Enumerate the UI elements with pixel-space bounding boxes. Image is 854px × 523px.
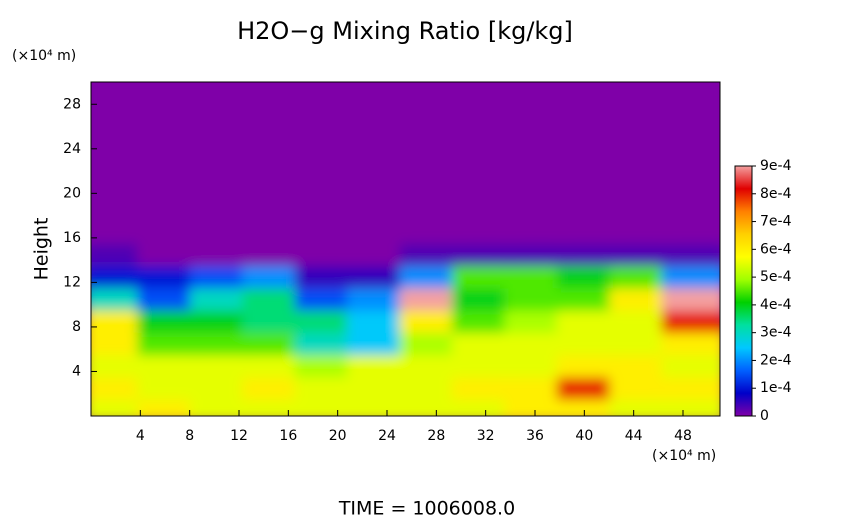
x-tick-label: 28 [427, 428, 445, 444]
y-tick-label: 12 [63, 274, 81, 290]
y-tick-label: 8 [72, 319, 81, 335]
colorbar-tick-label: 1e-4 [760, 380, 792, 396]
colorbar-tick-label: 4e-4 [760, 297, 792, 313]
x-tick-label: 12 [230, 428, 248, 444]
y-tick-label: 20 [63, 185, 81, 201]
colorbar-tick-label: 6e-4 [760, 241, 792, 257]
colorbar-tick-label: 0 [760, 408, 769, 424]
colorbar-tick-label: 7e-4 [760, 214, 792, 230]
field [91, 82, 720, 416]
x-tick-label: 4 [136, 428, 145, 444]
x-tick-label: 20 [329, 428, 347, 444]
colorbar-tick-label: 3e-4 [760, 325, 792, 341]
x-tick-label: 16 [279, 428, 297, 444]
plot-frame [90, 81, 721, 417]
colorbar-tick-label: 9e-4 [760, 158, 792, 174]
heat-cell [661, 82, 720, 111]
footer: TIME = 1006008.0 [338, 498, 515, 520]
chart-title: H2O−g Mixing Ratio [kg/kg] [237, 17, 573, 45]
x-tick-label: 8 [185, 428, 194, 444]
y-tick-label: 24 [63, 141, 81, 157]
colorbar-tick-label: 2e-4 [760, 352, 792, 368]
x-tick-label: 44 [625, 428, 643, 444]
y-axis-label: Height [31, 218, 53, 281]
x-tick-label: 32 [477, 428, 495, 444]
colorbar [734, 165, 753, 417]
x-tick-label: 40 [575, 428, 593, 444]
y-unit: (×10⁴ m) [12, 48, 76, 64]
colorbar-tick-label: 5e-4 [760, 269, 792, 285]
x-tick-label: 24 [378, 428, 396, 444]
y-tick-label: 28 [63, 96, 81, 112]
x-unit: (×10⁴ m) [652, 448, 716, 464]
colorbar-tick-label: 8e-4 [760, 186, 792, 202]
field-cells [91, 82, 720, 416]
x-tick-label: 36 [526, 428, 544, 444]
x-tick-label: 48 [674, 428, 692, 444]
y-tick-label: 4 [72, 363, 81, 379]
y-tick-label: 16 [63, 230, 81, 246]
